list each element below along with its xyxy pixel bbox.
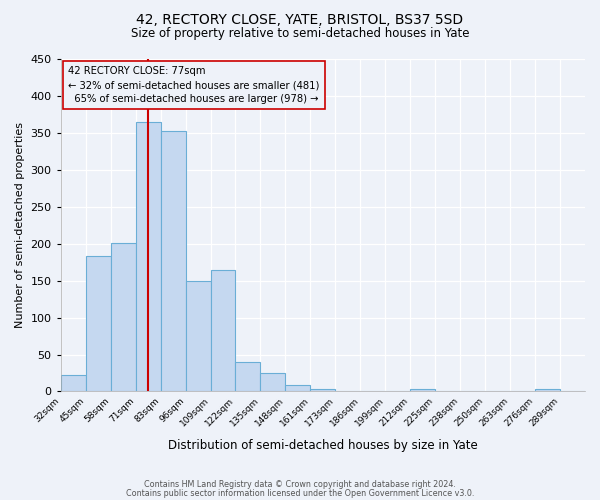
Y-axis label: Number of semi-detached properties: Number of semi-detached properties [15,122,25,328]
Bar [286,385,310,392]
Bar [61,375,86,392]
Text: 42, RECTORY CLOSE, YATE, BRISTOL, BS37 5SD: 42, RECTORY CLOSE, YATE, BRISTOL, BS37 5… [136,12,464,26]
Bar [136,122,161,392]
Bar [310,389,335,392]
Bar [211,270,235,392]
Text: Size of property relative to semi-detached houses in Yate: Size of property relative to semi-detach… [131,28,469,40]
Bar [185,280,211,392]
Bar [110,243,136,392]
Text: Contains HM Land Registry data © Crown copyright and database right 2024.: Contains HM Land Registry data © Crown c… [144,480,456,489]
Bar [535,389,560,392]
Bar [86,256,110,392]
Bar [260,373,286,392]
Bar [335,390,361,392]
Bar [161,132,185,392]
Bar [410,389,435,392]
Text: Contains public sector information licensed under the Open Government Licence v3: Contains public sector information licen… [126,489,474,498]
X-axis label: Distribution of semi-detached houses by size in Yate: Distribution of semi-detached houses by … [168,440,478,452]
Text: 42 RECTORY CLOSE: 77sqm
← 32% of semi-detached houses are smaller (481)
  65% of: 42 RECTORY CLOSE: 77sqm ← 32% of semi-de… [68,66,320,104]
Bar [235,362,260,392]
